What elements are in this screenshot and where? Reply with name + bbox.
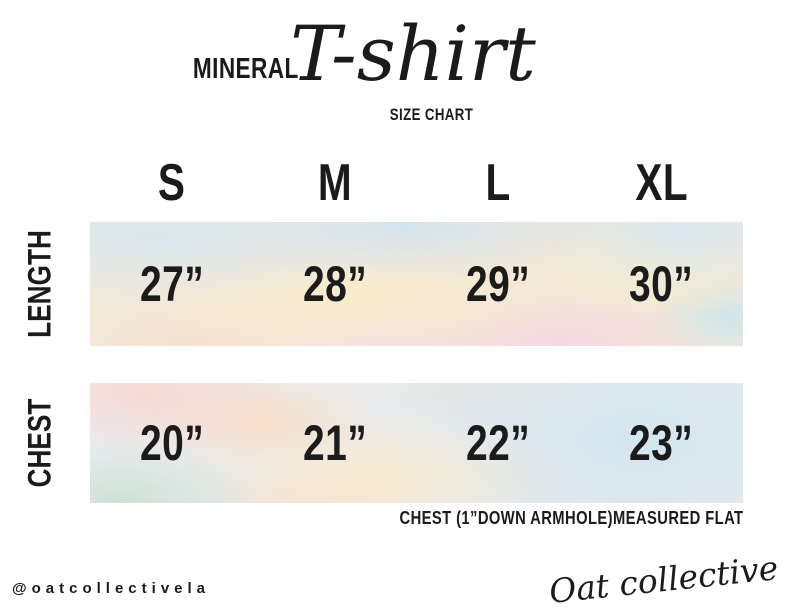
- chest-value-s: 20”: [90, 418, 253, 468]
- size-header-row: S M L XL: [90, 157, 743, 209]
- row-label-length: LENGTH: [21, 230, 58, 338]
- brand-signature: Oat collective: [547, 548, 781, 611]
- chest-value-xl: 23”: [580, 418, 743, 468]
- length-value-s-text: 27”: [139, 256, 204, 312]
- chest-value-l-text: 22”: [466, 415, 531, 471]
- size-chart-subtitle: SIZE CHART: [351, 105, 511, 125]
- chest-row-band: 20” 21” 22” 23”: [90, 383, 743, 503]
- product-script-title: T-shirt: [290, 9, 536, 98]
- size-header-xl-text: XL: [635, 154, 688, 212]
- size-header-xl: XL: [580, 157, 743, 209]
- length-value-l-text: 29”: [466, 256, 531, 312]
- measurement-note: CHEST (1”DOWN ARMHOLE)MEASURED FLAT: [324, 508, 743, 529]
- chest-value-m-text: 21”: [302, 415, 367, 471]
- size-header-s-text: S: [157, 154, 186, 212]
- chest-value-l: 22”: [417, 418, 580, 468]
- measurement-note-text: CHEST (1”DOWN ARMHOLE)MEASURED FLAT: [399, 508, 743, 528]
- chest-value-xl-text: 23”: [629, 415, 694, 471]
- size-header-l: L: [417, 157, 580, 209]
- length-value-m: 28”: [253, 259, 416, 309]
- length-value-l: 29”: [417, 259, 580, 309]
- size-header-m-text: M: [317, 154, 352, 212]
- size-header-m: M: [253, 157, 416, 209]
- social-handle: @oatcollectivela: [12, 580, 211, 597]
- length-value-xl-text: 30”: [629, 256, 694, 312]
- size-chart-subtitle-text: SIZE CHART: [389, 105, 473, 124]
- length-value-s: 27”: [90, 259, 253, 309]
- collection-name-text: MINERAL: [192, 53, 299, 85]
- chest-value-s-text: 20”: [139, 415, 204, 471]
- length-value-m-text: 28”: [302, 256, 367, 312]
- row-label-chest: CHEST: [21, 398, 58, 488]
- length-value-xl: 30”: [580, 259, 743, 309]
- chest-value-m: 21”: [253, 418, 416, 468]
- size-header-l-text: L: [485, 154, 511, 212]
- length-row-band: 27” 28” 29” 30”: [90, 222, 743, 346]
- collection-name: MINERAL: [158, 53, 333, 86]
- size-header-s: S: [90, 157, 253, 209]
